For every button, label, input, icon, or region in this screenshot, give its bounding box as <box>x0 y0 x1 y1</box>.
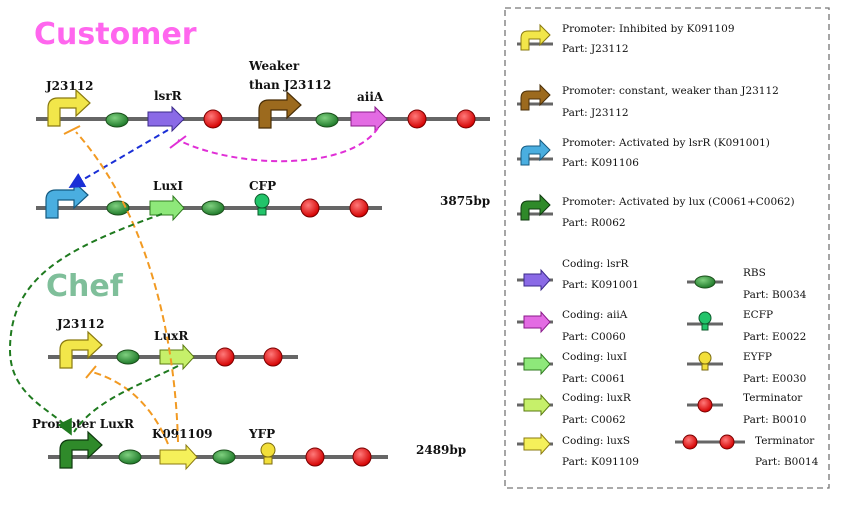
legend-part: Part: R0062 <box>562 217 626 229</box>
promoter-luxr-row4 <box>59 430 103 469</box>
size-row2: 3875bp <box>440 194 490 208</box>
regulation-luxi-activation <box>8 213 163 436</box>
legend-desc: Coding: aiiA <box>562 309 628 321</box>
terminator-icon <box>305 447 325 467</box>
legend-terminator-b0010 <box>687 397 723 413</box>
legend-part: Part: K091001 <box>562 279 639 291</box>
cfp-bulb-icon <box>254 193 270 216</box>
regulation-luxr-activation <box>73 365 179 433</box>
legend-terminator-b0014 <box>675 434 745 450</box>
terminator-icon <box>300 198 320 218</box>
legend-rbs <box>687 275 723 289</box>
coding-luxs-arrow <box>159 443 198 471</box>
terminator-icon <box>407 109 427 129</box>
terminator-icon <box>456 109 476 129</box>
rbs-icon <box>116 349 140 365</box>
label-weaker-line2: than J23112 <box>249 78 331 92</box>
coding-luxi-arrow <box>149 194 185 222</box>
legend-coding-luxs <box>517 432 553 456</box>
inhibition-bar <box>85 365 97 379</box>
legend-promoter-inhibited <box>517 23 553 51</box>
regulation-lsrr-activation <box>68 129 169 189</box>
regulation-k091109-inhibits-row1 <box>75 131 179 443</box>
chef-title: Chef <box>46 269 124 304</box>
rbs-icon <box>106 200 130 216</box>
legend-promoter-lsrr <box>517 138 553 166</box>
promoter-lsrr-activated-row2 <box>45 180 89 219</box>
legend-part: Part: C0060 <box>562 331 626 343</box>
legend-desc: Coding: luxS <box>562 435 630 447</box>
regulation-aiia-inhibition <box>177 127 379 163</box>
promoter-j23112-row3 <box>59 330 103 369</box>
legend-desc: Terminator <box>755 435 815 447</box>
legend-desc: Coding: luxI <box>562 351 627 363</box>
label-lsrr: lsrR <box>154 89 183 103</box>
legend-desc: Promoter: Inhibited by K091109 <box>562 23 735 35</box>
legend-promoter-lux <box>517 193 553 221</box>
promoter-j23112-row1 <box>47 88 91 127</box>
customer-title: Customer <box>34 17 197 52</box>
label-aiia: aiiA <box>357 90 384 104</box>
legend-desc: Promoter: constant, weaker than J23112 <box>562 85 779 97</box>
label-yfp: YFP <box>248 427 275 441</box>
legend-part: Part: J23112 <box>562 107 629 119</box>
legend-desc: ECFP <box>743 309 773 321</box>
promoter-weaker-row1 <box>258 90 302 129</box>
legend-ecfp <box>687 311 723 331</box>
legend-coding-luxr <box>517 393 553 417</box>
label-promoter-luxr: Promoter LuxR <box>32 417 135 431</box>
legend-box <box>504 7 830 489</box>
legend-coding-luxi <box>517 352 553 376</box>
terminator-icon <box>203 109 223 129</box>
rbs-icon <box>105 112 129 128</box>
label-weaker-line1: Weaker <box>248 59 300 73</box>
legend-desc: Promoter: Activated by lux (C0061+C0062) <box>562 196 795 208</box>
rbs-icon <box>201 200 225 216</box>
legend-part: Part: K091106 <box>562 157 639 169</box>
label-k091109: K091109 <box>152 427 213 441</box>
label-j23112-row1: J23112 <box>45 79 93 93</box>
legend-coding-aiia <box>517 310 553 334</box>
inhibition-bar <box>169 135 187 149</box>
size-row4: 2489bp <box>416 443 466 457</box>
legend-desc: EYFP <box>743 351 772 363</box>
legend-eyfp <box>687 351 723 371</box>
legend-desc: Terminator <box>743 392 803 404</box>
coding-aiia-arrow <box>350 105 388 133</box>
inhibition-bar <box>63 125 81 135</box>
terminator-icon <box>215 347 235 367</box>
legend-coding-lsrr <box>517 268 553 292</box>
legend-part: Part: B0014 <box>755 456 819 468</box>
legend-part: Part: J23112 <box>562 43 629 55</box>
legend-desc: Coding: luxR <box>562 392 632 404</box>
coding-lsrr-arrow <box>147 105 185 133</box>
label-j23112-row3: J23112 <box>56 317 104 331</box>
rbs-icon <box>118 449 142 465</box>
legend-promoter-weaker <box>517 83 553 111</box>
label-cfp: CFP <box>249 179 276 193</box>
legend-desc: Promoter: Activated by lsrR (K091001) <box>562 137 770 149</box>
legend-part: Part: K091109 <box>562 456 639 468</box>
legend-desc: RBS <box>743 267 766 279</box>
legend-part: Part: C0062 <box>562 414 626 426</box>
rbs-icon <box>212 449 236 465</box>
terminator-icon <box>349 198 369 218</box>
label-luxr: LuxR <box>154 329 189 343</box>
regulation-k091109-inhibits-row3 <box>91 371 169 445</box>
legend-part: Part: E0030 <box>743 373 806 385</box>
terminator-icon <box>352 447 372 467</box>
terminator-icon <box>263 347 283 367</box>
legend-part: Part: E0022 <box>743 331 806 343</box>
legend-part: Part: B0034 <box>743 289 807 301</box>
yfp-bulb-icon <box>260 442 276 465</box>
legend-part: Part: B0010 <box>743 414 806 426</box>
legend-desc: Coding: lsrR <box>562 258 630 270</box>
rbs-icon <box>315 112 339 128</box>
label-luxi: LuxI <box>153 179 183 193</box>
legend-part: Part: C0061 <box>562 373 626 385</box>
